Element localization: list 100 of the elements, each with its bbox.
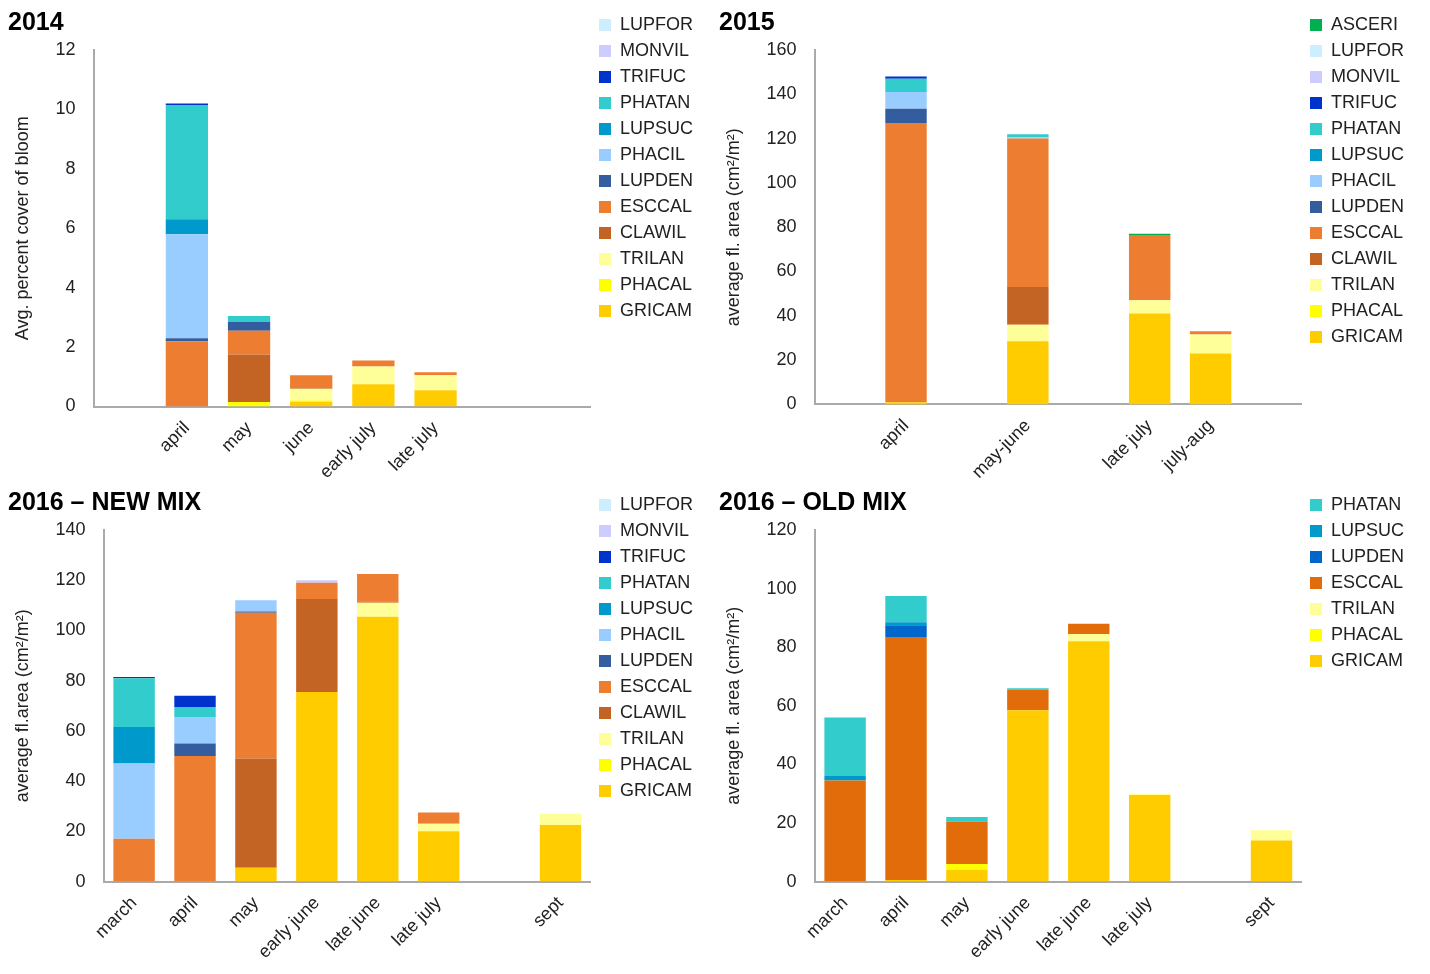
bar (1128, 313, 1171, 405)
bar (885, 625, 927, 637)
legend-label: MONVIL (1330, 65, 1400, 86)
bar (352, 366, 395, 385)
bar (1250, 830, 1293, 841)
legend-label: ESCCAL (619, 675, 693, 696)
legend-label: LUPFOR (619, 13, 693, 34)
legend-label: PHACAL (1330, 623, 1404, 644)
legend-label: ESCCAL (1330, 571, 1404, 592)
chart-title: 2016 – OLD MIX (719, 486, 907, 515)
bar (1007, 138, 1049, 287)
bar (1007, 689, 1049, 711)
y-axis-title: average fl.area (cm²/m²) (11, 609, 32, 803)
bar (227, 354, 271, 403)
x-tick-label: late july (1098, 892, 1157, 950)
y-tick-label: 40 (776, 304, 797, 325)
x-tick-label: sept (1239, 892, 1278, 931)
bar (113, 838, 155, 882)
legend-label: LUPFOR (619, 493, 693, 514)
legend-label: TRILAN (1330, 273, 1395, 294)
bar (235, 867, 277, 882)
legend-label: PHATAN (619, 91, 691, 112)
bar (296, 582, 338, 600)
legend-label: PHACIL (1330, 169, 1397, 190)
bar (113, 763, 155, 839)
bar (1007, 341, 1049, 405)
legend-label: TRILAN (619, 247, 684, 268)
legend-label: PHACAL (619, 273, 693, 294)
bar (1250, 840, 1293, 882)
y-tick-label: 0 (75, 870, 86, 891)
legend-label: PHATAN (1330, 493, 1402, 514)
y-tick-label: 12 (55, 38, 76, 59)
bar (539, 825, 582, 882)
y-tick-label: 40 (65, 770, 86, 791)
legend-label: ESCCAL (1330, 221, 1404, 242)
legend-label: TRIFUC (1330, 91, 1397, 112)
bar (1007, 324, 1049, 342)
y-tick-label: 6 (65, 217, 76, 238)
bar (113, 678, 155, 728)
legend-label: GRICAM (1330, 649, 1403, 670)
legend-label: GRICAM (619, 779, 692, 800)
y-tick-label: 10 (55, 98, 76, 119)
y-tick-label: 100 (55, 619, 86, 640)
legend-label: MONVIL (619, 39, 689, 60)
bar (414, 372, 457, 376)
y-tick-label: 120 (766, 127, 797, 148)
legend-label: CLAWIL (1330, 247, 1398, 268)
bar (165, 338, 209, 342)
bar (174, 695, 216, 708)
chart-title: 2016 – NEW MIX (8, 486, 202, 515)
bar (1189, 331, 1232, 335)
bar (885, 92, 927, 109)
y-tick-label: 80 (776, 636, 797, 657)
bar (417, 823, 460, 832)
legend-label: CLAWIL (619, 221, 687, 242)
bar (824, 776, 866, 781)
bar (1007, 286, 1049, 325)
legend-label: LUPSUC (619, 597, 694, 618)
legend-label: TRILAN (619, 727, 684, 748)
legend-label: LUPDEN (1330, 195, 1405, 216)
y-tick-label: 0 (786, 870, 797, 891)
bar (357, 573, 399, 602)
bar (165, 219, 209, 235)
x-tick-label: may (217, 417, 256, 456)
y-tick-label: 0 (65, 395, 76, 416)
bar (1068, 634, 1110, 642)
legend-label: PHACIL (619, 623, 686, 644)
bar (885, 402, 927, 405)
y-tick-label: 160 (766, 38, 797, 59)
bar (227, 315, 271, 322)
y-tick-label: 60 (65, 719, 86, 740)
bar (1189, 353, 1232, 405)
bar (946, 817, 988, 822)
bar (235, 612, 277, 759)
bar (946, 821, 988, 864)
x-tick-label: sept (528, 892, 567, 931)
bar (885, 76, 927, 79)
bar (113, 727, 155, 764)
bar (165, 341, 209, 407)
y-tick-label: 80 (65, 669, 86, 690)
y-tick-label: 40 (776, 753, 797, 774)
y-axis-title: Avg. percent cover of bloom (11, 116, 32, 341)
legend-label: PHATAN (1330, 117, 1402, 138)
y-tick-label: 20 (65, 820, 86, 841)
bar (885, 636, 927, 881)
bar (1128, 300, 1171, 314)
y-tick-label: 2 (65, 336, 76, 357)
y-tick-label: 0 (786, 393, 797, 414)
y-tick-label: 80 (776, 216, 797, 237)
bar (352, 384, 395, 407)
bar (417, 831, 460, 882)
legend-label: LUPFOR (1330, 39, 1404, 60)
legend-label: LUPSUC (1330, 143, 1405, 164)
bar (1068, 641, 1110, 882)
bar (352, 360, 395, 367)
bar (290, 375, 333, 388)
bar (824, 717, 866, 777)
legend-label: PHACAL (1330, 299, 1404, 320)
x-tick-label: late july (384, 417, 442, 475)
bar (417, 812, 460, 824)
